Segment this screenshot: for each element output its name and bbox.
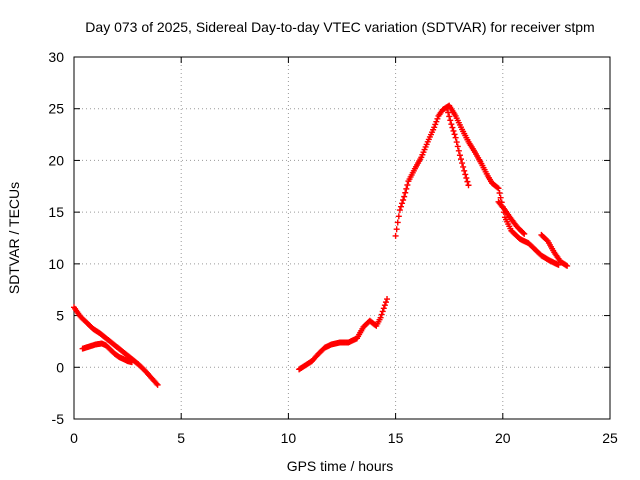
data-point xyxy=(394,219,401,226)
data-point xyxy=(454,143,461,150)
data-point xyxy=(380,305,387,312)
x-tick-label: 25 xyxy=(602,430,618,446)
data-point xyxy=(497,194,504,201)
x-axis-label: GPS time / hours xyxy=(287,458,394,474)
data-point xyxy=(455,147,462,154)
chart-title: Day 073 of 2025, Sidereal Day-to-day VTE… xyxy=(85,19,594,35)
data-point xyxy=(384,296,391,303)
data-point xyxy=(463,175,470,182)
data-point xyxy=(521,230,528,237)
data-point xyxy=(448,121,455,128)
data-point xyxy=(400,196,407,203)
y-tick-label: 5 xyxy=(56,308,64,324)
data-point xyxy=(402,189,409,196)
x-tick-label: 0 xyxy=(70,430,78,446)
axis-ticks: 0 5 10 15 20 25 -5 0 5 10 15 20 25 30 xyxy=(48,49,618,446)
data-point xyxy=(403,185,410,192)
y-tick-label: 15 xyxy=(48,204,64,220)
data-point xyxy=(153,380,160,387)
data-point xyxy=(495,185,502,192)
data-point xyxy=(397,203,404,210)
data-point xyxy=(459,160,466,167)
data-point xyxy=(379,308,386,315)
x-tick-label: 15 xyxy=(388,430,404,446)
data-point xyxy=(461,167,468,174)
data-point xyxy=(377,314,384,321)
data-point xyxy=(451,131,458,138)
data-points xyxy=(71,102,571,388)
data-point xyxy=(395,213,402,220)
data-point xyxy=(457,156,464,163)
y-tick-label: 0 xyxy=(56,359,64,375)
data-point xyxy=(382,299,389,306)
plot-area-border xyxy=(73,56,611,420)
x-tick-label: 20 xyxy=(495,430,511,446)
data-point xyxy=(433,118,440,125)
data-point xyxy=(401,193,408,200)
data-point xyxy=(460,163,467,170)
y-tick-label: 25 xyxy=(48,101,64,117)
data-point xyxy=(399,200,406,207)
y-tick-label: 20 xyxy=(48,152,64,168)
data-point xyxy=(465,182,472,189)
data-point xyxy=(381,302,388,309)
data-point xyxy=(396,207,403,214)
data-point xyxy=(520,229,527,236)
data-point xyxy=(393,226,400,233)
data-point xyxy=(431,124,438,131)
data-point xyxy=(564,262,571,269)
data-point xyxy=(494,184,501,191)
data-point xyxy=(450,127,457,134)
data-point xyxy=(446,113,453,120)
data-point xyxy=(432,121,439,128)
data-point xyxy=(555,261,562,268)
data-point xyxy=(447,117,454,124)
data-point xyxy=(496,190,503,197)
y-tick-label: 30 xyxy=(48,49,64,65)
data-point xyxy=(128,359,135,366)
y-axis-label: SDTVAR / TECUs xyxy=(6,182,22,294)
data-point xyxy=(404,181,411,188)
y-tick-label: 10 xyxy=(48,256,64,272)
data-point xyxy=(392,232,399,239)
data-point xyxy=(378,311,385,318)
data-point xyxy=(444,105,451,112)
x-tick-label: 5 xyxy=(177,430,185,446)
data-point xyxy=(449,124,456,131)
data-point xyxy=(453,139,460,146)
data-point xyxy=(434,115,441,122)
x-tick-label: 10 xyxy=(281,430,297,446)
data-point xyxy=(456,152,463,159)
y-tick-label: -5 xyxy=(52,411,65,427)
data-point xyxy=(464,178,471,185)
grid xyxy=(74,57,610,419)
data-point xyxy=(445,109,452,116)
data-point xyxy=(452,134,459,141)
data-point xyxy=(154,381,161,388)
data-point xyxy=(462,171,469,178)
